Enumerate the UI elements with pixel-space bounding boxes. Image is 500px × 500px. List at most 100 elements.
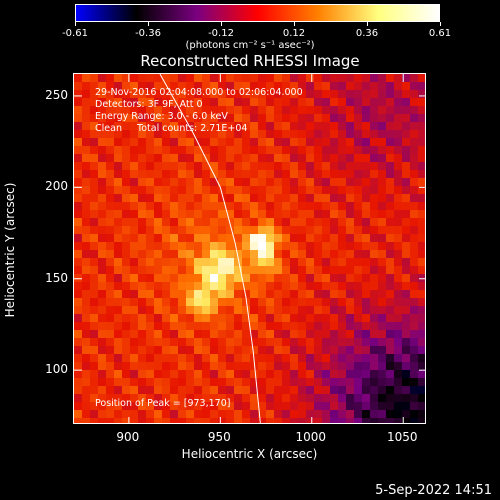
heatmap-cell <box>282 410 291 419</box>
heatmap-cell <box>170 394 179 403</box>
heatmap-cell <box>154 242 163 251</box>
heatmap-cell <box>170 82 179 91</box>
heatmap-cell <box>298 146 307 155</box>
heatmap-cell <box>274 370 283 379</box>
heatmap-cell <box>202 330 211 339</box>
colorbar-tick-mark <box>148 22 149 26</box>
heatmap-cell <box>74 402 83 411</box>
heatmap-cell <box>130 146 139 155</box>
heatmap-cell <box>218 354 227 363</box>
heatmap-cell <box>250 242 259 251</box>
heatmap-cell <box>170 378 179 387</box>
heatmap-cell <box>354 170 363 179</box>
heatmap-cell <box>306 234 315 243</box>
heatmap-cell <box>162 298 171 307</box>
heatmap-cell <box>282 378 291 387</box>
heatmap-cell <box>290 394 299 403</box>
heatmap-cell <box>250 386 259 395</box>
heatmap-cell <box>178 410 187 419</box>
heatmap-cell <box>410 346 419 355</box>
heatmap-cell <box>98 122 107 131</box>
heatmap-cell <box>354 146 363 155</box>
heatmap-cell <box>306 330 315 339</box>
heatmap-cell <box>146 170 155 179</box>
heatmap-cell <box>314 74 323 83</box>
heatmap-cell <box>82 178 91 187</box>
heatmap-cell <box>394 282 403 291</box>
heatmap-cell <box>242 202 251 211</box>
heatmap-cell <box>226 138 235 147</box>
heatmap-cell <box>242 418 251 423</box>
heatmap-cell <box>242 154 251 163</box>
heatmap-cell <box>258 354 267 363</box>
heatmap-cell <box>266 146 275 155</box>
heatmap-cell <box>242 338 251 347</box>
heatmap-cell <box>98 306 107 315</box>
heatmap-cell <box>290 210 299 219</box>
heatmap-cell <box>90 378 99 387</box>
heatmap-cell <box>402 322 411 331</box>
heatmap-cell <box>258 162 267 171</box>
heatmap-cell <box>194 98 203 107</box>
heatmap-cell <box>330 82 339 91</box>
heatmap-cell <box>394 74 403 83</box>
heatmap-cell <box>106 154 115 163</box>
heatmap-cell <box>362 90 371 99</box>
heatmap-cell <box>314 282 323 291</box>
heatmap-cell <box>114 282 123 291</box>
heatmap-cell <box>290 234 299 243</box>
heatmap-cell <box>298 274 307 283</box>
heatmap-cell <box>90 186 99 195</box>
heatmap-cell <box>378 74 387 83</box>
heatmap-cell <box>314 234 323 243</box>
heatmap-cell <box>74 202 83 211</box>
heatmap-cell <box>170 202 179 211</box>
heatmap-cell <box>362 226 371 235</box>
heatmap-cell <box>234 370 243 379</box>
heatmap-cell <box>386 122 395 131</box>
heatmap-cell <box>394 386 403 395</box>
heatmap-cell <box>346 282 355 291</box>
heatmap-cell <box>378 362 387 371</box>
heatmap-cell <box>226 74 235 83</box>
heatmap-cell <box>242 162 251 171</box>
heatmap-cell <box>202 338 211 347</box>
heatmap-cell <box>378 178 387 187</box>
heatmap-cell <box>378 378 387 387</box>
heatmap-cell <box>218 266 227 275</box>
heatmap-cell <box>386 266 395 275</box>
heatmap-cell <box>90 394 99 403</box>
heatmap-cell <box>226 242 235 251</box>
heatmap-cell <box>250 258 259 267</box>
heatmap-cell <box>346 186 355 195</box>
heatmap-cell <box>74 322 83 331</box>
heatmap-cell <box>314 210 323 219</box>
heatmap-cell <box>178 114 187 123</box>
heatmap-cell <box>274 202 283 211</box>
heatmap-cell <box>378 338 387 347</box>
heatmap-cell <box>114 354 123 363</box>
heatmap-cell <box>386 274 395 283</box>
heatmap-cell <box>210 114 219 123</box>
heatmap-cell <box>346 394 355 403</box>
heatmap-cell <box>258 378 267 387</box>
heatmap-cell <box>122 410 131 419</box>
heatmap-cell <box>186 402 195 411</box>
heatmap-cell <box>266 394 275 403</box>
heatmap-cell <box>178 338 187 347</box>
heatmap-cell <box>290 282 299 291</box>
heatmap-cell <box>338 146 347 155</box>
heatmap-cell <box>354 410 363 419</box>
heatmap-cell <box>154 346 163 355</box>
heatmap-cell <box>130 266 139 275</box>
heatmap-cell <box>82 370 91 379</box>
heatmap-cell <box>322 114 331 123</box>
heatmap-cell <box>98 218 107 227</box>
heatmap-cell <box>354 322 363 331</box>
heatmap-cell <box>202 282 211 291</box>
heatmap-cell <box>418 202 425 211</box>
heatmap-cell <box>82 394 91 403</box>
heatmap-cell <box>282 338 291 347</box>
heatmap-cell <box>378 122 387 131</box>
heatmap-cell <box>418 362 425 371</box>
